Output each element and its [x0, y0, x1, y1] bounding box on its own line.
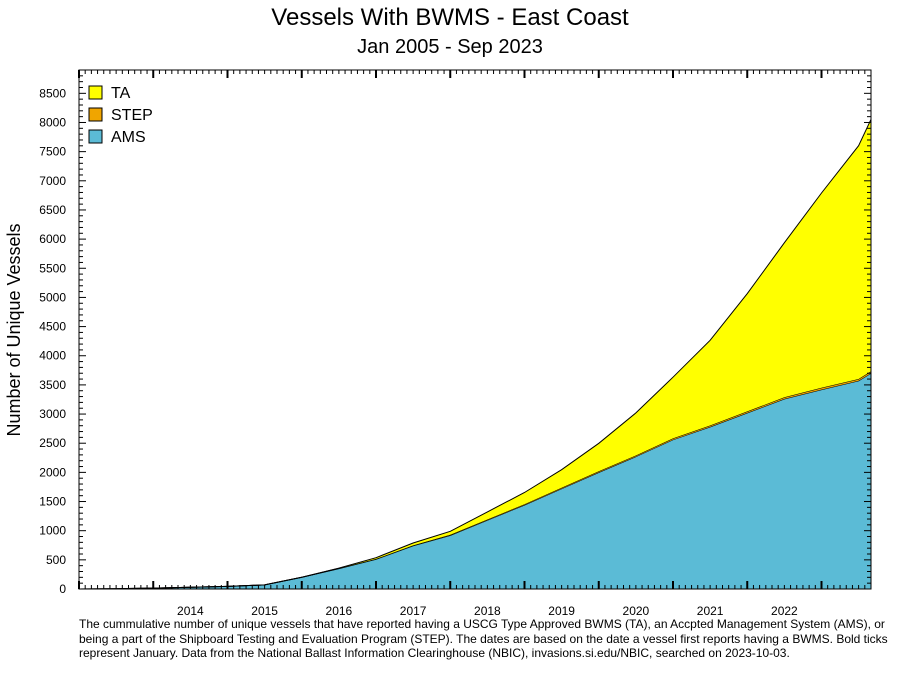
y-tick-label: 4000: [39, 349, 66, 363]
x-tick-label: 2016: [326, 604, 353, 618]
y-tick-label: 2500: [39, 436, 66, 450]
y-tick-label: 3000: [39, 407, 66, 421]
y-tick-label: 3500: [39, 378, 66, 392]
y-tick-label: 6000: [39, 232, 66, 246]
y-axis-label: Number of Unique Vessels: [4, 223, 24, 436]
x-tick-label: 2014: [177, 604, 204, 618]
area-ams: [79, 373, 871, 589]
x-tick-label: 2021: [697, 604, 724, 618]
y-tick-label: 7000: [39, 174, 66, 188]
x-tick-label: 2017: [400, 604, 427, 618]
legend-swatch-ta: [88, 85, 103, 100]
x-tick-label: 2022: [771, 604, 798, 618]
y-tick-label: 1000: [39, 524, 66, 538]
y-tick-label: 0: [59, 582, 66, 596]
legend-swatch-ams: [88, 129, 103, 144]
y-tick-label: 8000: [39, 115, 66, 129]
y-tick-label: 2000: [39, 465, 66, 479]
chart-subtitle: Jan 2005 - Sep 2023: [357, 36, 543, 58]
legend-label-step: STEP: [111, 107, 153, 124]
area-layer: [78, 119, 872, 590]
y-tick-label: 500: [46, 553, 66, 567]
y-tick-label: 6500: [39, 203, 66, 217]
axes-layer: 0 500 1000 1500 2000 2500 3000 3500 4000 4500 5000…: [39, 69, 872, 618]
x-tick-label: 2015: [251, 604, 278, 618]
chart-title: Vessels With BWMS - East Coast: [271, 4, 629, 31]
legend-swatch-step: [88, 107, 103, 122]
x-tick-label: 2018: [474, 604, 501, 618]
y-tick-label: 5500: [39, 261, 66, 275]
y-tick-label: 1500: [39, 495, 66, 509]
y-tick-label: 5000: [39, 290, 66, 304]
legend: TA STEP AMS: [88, 85, 153, 146]
legend-label-ams: AMS: [111, 129, 146, 146]
x-tick-label: 2020: [623, 604, 650, 618]
y-tick-label: 8500: [39, 86, 66, 100]
area-ta: [79, 119, 871, 590]
chart-caption: The cummulative number of unique vessels…: [79, 617, 888, 660]
legend-label-ta: TA: [111, 85, 131, 102]
x-tick-label: 2019: [548, 604, 575, 618]
y-tick-label: 7500: [39, 145, 66, 159]
y-tick-label: 4500: [39, 320, 66, 334]
